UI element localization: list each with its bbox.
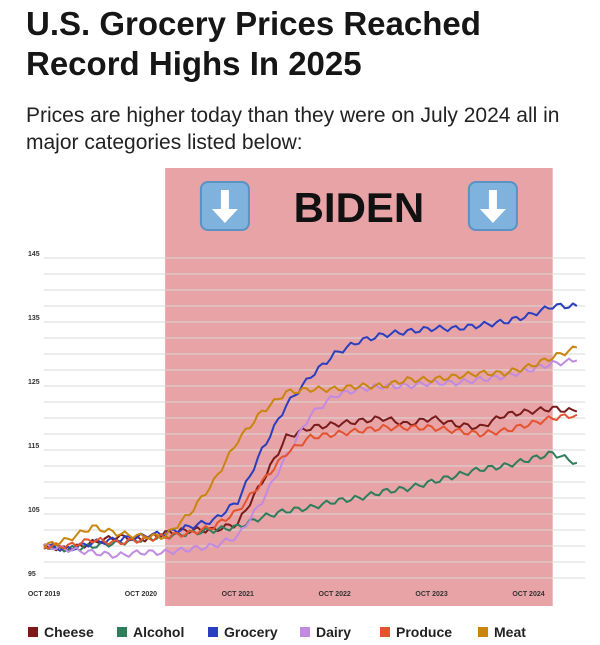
y-tick-label: 125 xyxy=(28,379,40,386)
legend-label: Grocery xyxy=(224,624,278,640)
x-tick-label: OCT 2019 xyxy=(28,591,60,598)
legend-label: Alcohol xyxy=(133,624,184,640)
down-arrow-icon xyxy=(467,181,518,231)
legend-label: Cheese xyxy=(44,624,94,640)
y-tick-label: 115 xyxy=(28,443,39,450)
legend-item-cheese: Cheese xyxy=(28,624,94,640)
chart-title: U.S. Grocery Prices Reached Record Highs… xyxy=(26,5,481,82)
legend-item-produce: Produce xyxy=(380,624,452,640)
legend-swatch xyxy=(28,627,38,637)
x-tick-label: OCT 2022 xyxy=(319,591,351,598)
y-tick-label: 135 xyxy=(28,315,40,322)
legend-label: Produce xyxy=(396,624,452,640)
x-tick-label: OCT 2023 xyxy=(415,591,447,598)
series-line-dairy xyxy=(43,357,578,559)
y-tick-label: 95 xyxy=(28,571,36,578)
legend-swatch xyxy=(117,627,127,637)
y-tick-label: 145 xyxy=(28,251,40,258)
legend-swatch xyxy=(300,627,310,637)
legend-item-meat: Meat xyxy=(478,624,526,640)
series-line-produce xyxy=(43,413,578,550)
x-tick-label: OCT 2020 xyxy=(125,591,157,598)
x-tick-label: OCT 2021 xyxy=(222,591,254,598)
series-line-meat xyxy=(43,345,578,550)
legend-swatch xyxy=(380,627,390,637)
legend-label: Meat xyxy=(494,624,526,640)
legend-item-alcohol: Alcohol xyxy=(117,624,184,640)
legend-item-dairy: Dairy xyxy=(300,624,351,640)
down-arrow-icon xyxy=(199,181,250,231)
legend-swatch xyxy=(478,627,488,637)
y-tick-label: 105 xyxy=(28,507,40,514)
chart-subtitle: Prices are higher today than they were o… xyxy=(26,104,560,154)
x-tick-label: OCT 2024 xyxy=(512,591,544,598)
legend-swatch xyxy=(208,627,218,637)
band-label: BIDEN xyxy=(294,184,425,231)
legend-label: Dairy xyxy=(316,624,351,640)
legend-item-grocery: Grocery xyxy=(208,624,278,640)
